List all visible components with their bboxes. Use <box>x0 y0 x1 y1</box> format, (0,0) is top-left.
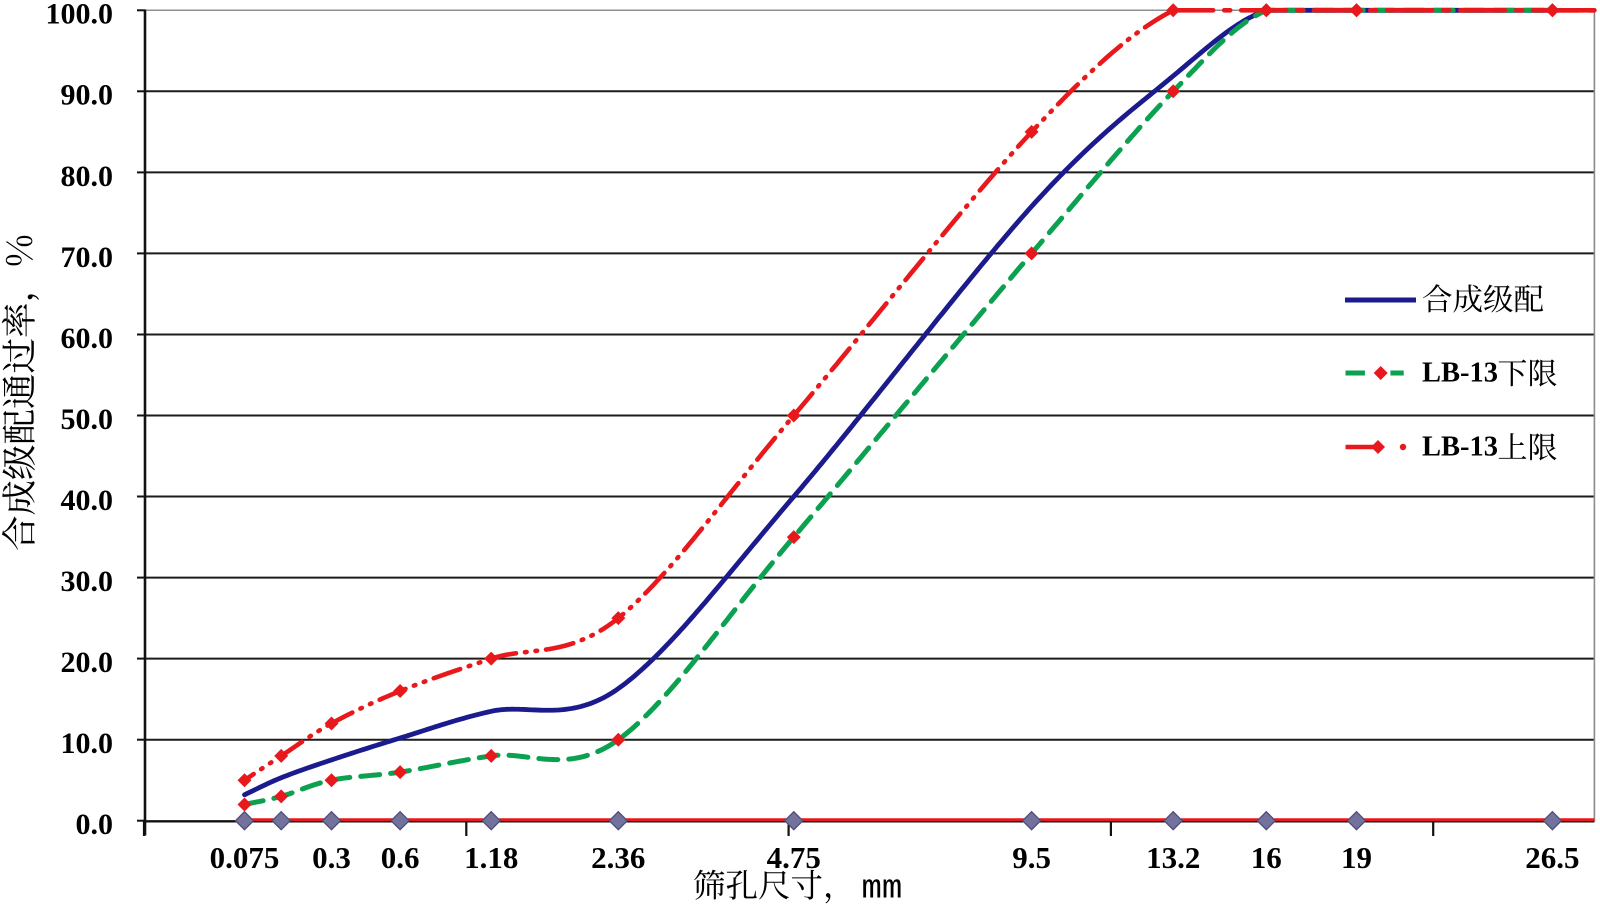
svg-text:LB-13: LB-13 <box>1422 358 1498 389</box>
svg-text:4.75: 4.75 <box>767 840 821 875</box>
svg-text:1.18: 1.18 <box>464 840 518 875</box>
svg-text:20.0: 20.0 <box>61 646 114 679</box>
svg-text:13.2: 13.2 <box>1146 840 1200 875</box>
svg-text:80.0: 80.0 <box>61 160 114 193</box>
svg-text:30.0: 30.0 <box>61 565 114 598</box>
svg-text:0.3: 0.3 <box>312 840 351 875</box>
svg-text:10.0: 10.0 <box>61 727 114 760</box>
svg-text:19: 19 <box>1341 840 1372 875</box>
svg-text:0.6: 0.6 <box>381 840 420 875</box>
svg-text:26.5: 26.5 <box>1525 840 1579 875</box>
svg-text:100.0: 100.0 <box>46 0 114 31</box>
svg-text:16: 16 <box>1251 840 1282 875</box>
svg-text:40.0: 40.0 <box>61 484 114 517</box>
svg-text:2.36: 2.36 <box>591 840 645 875</box>
svg-text:0.075: 0.075 <box>210 840 280 875</box>
svg-text:0.0: 0.0 <box>76 808 114 841</box>
svg-text:70.0: 70.0 <box>61 241 114 274</box>
svg-text:60.0: 60.0 <box>61 322 114 355</box>
svg-text:mm: mm <box>862 871 903 907</box>
svg-text:50.0: 50.0 <box>61 403 114 436</box>
svg-text:9.5: 9.5 <box>1012 840 1051 875</box>
svg-text:LB-13: LB-13 <box>1422 432 1498 463</box>
svg-text:90.0: 90.0 <box>61 79 114 112</box>
